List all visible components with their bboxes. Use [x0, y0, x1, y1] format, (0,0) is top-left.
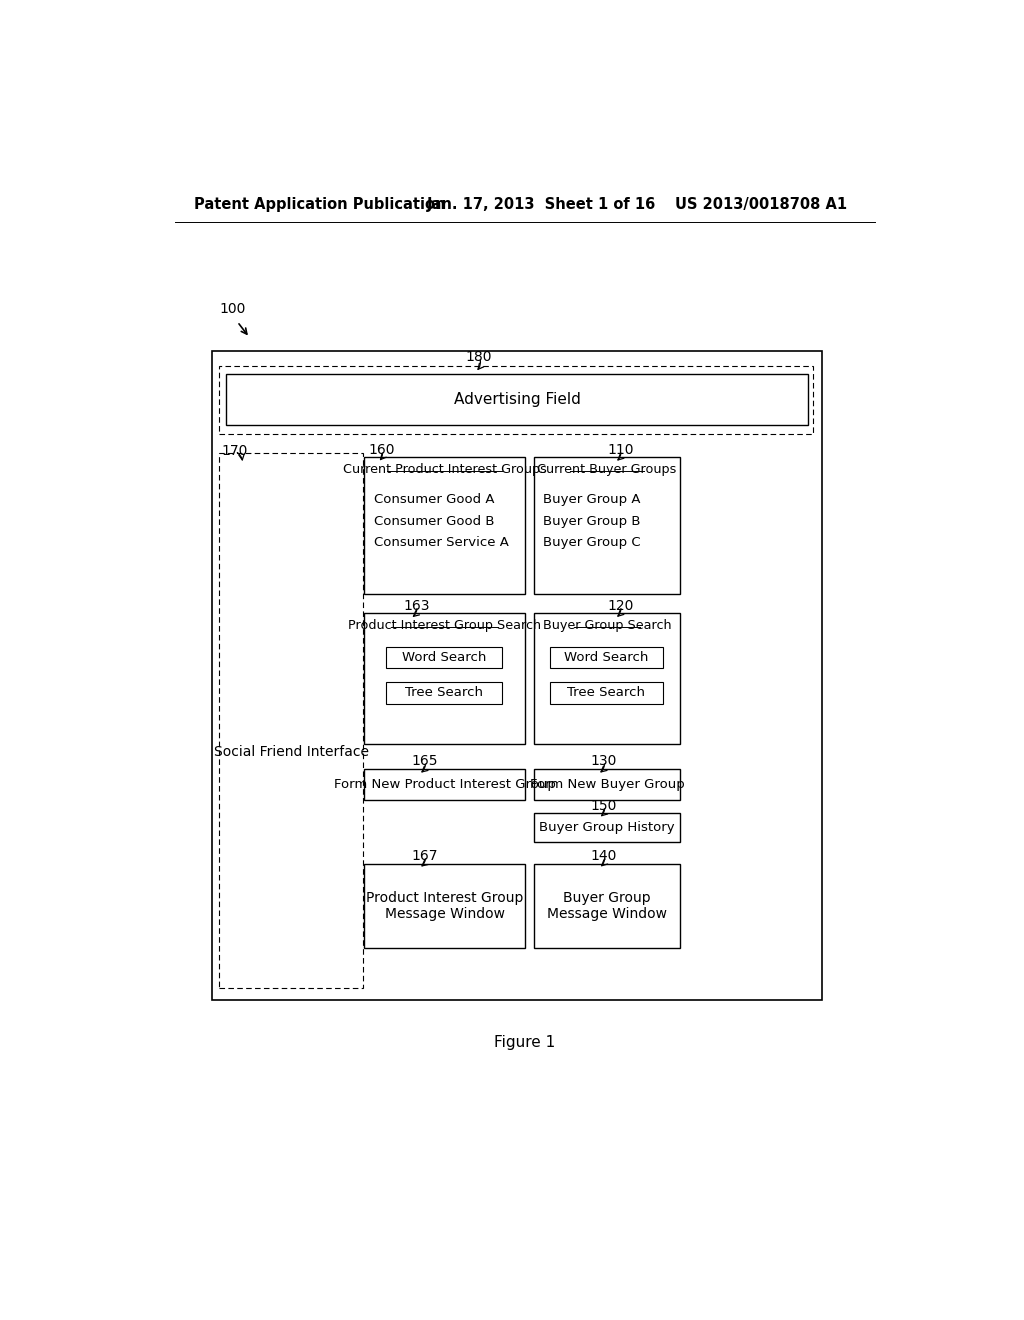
Text: Word Search: Word Search — [564, 651, 648, 664]
Text: 167: 167 — [412, 849, 438, 863]
Bar — [219, 453, 362, 989]
Bar — [550, 647, 663, 668]
Text: Buyer Group History: Buyer Group History — [540, 821, 675, 834]
Text: 180: 180 — [466, 350, 493, 364]
Text: 100: 100 — [219, 302, 246, 317]
Text: Tree Search: Tree Search — [406, 686, 483, 700]
Text: Buyer Group B: Buyer Group B — [544, 515, 641, 528]
Text: 170: 170 — [221, 444, 248, 458]
Text: 140: 140 — [591, 849, 617, 863]
Text: Figure 1: Figure 1 — [495, 1035, 555, 1049]
Text: Advertising Field: Advertising Field — [454, 392, 581, 407]
Text: 150: 150 — [591, 799, 617, 813]
Text: 160: 160 — [369, 444, 394, 457]
Bar — [550, 682, 663, 704]
Text: Social Friend Interface: Social Friend Interface — [214, 744, 369, 759]
Text: 130: 130 — [591, 754, 617, 768]
Text: Form New Product Interest Group: Form New Product Interest Group — [334, 777, 556, 791]
Text: Consumer Good A: Consumer Good A — [374, 492, 495, 506]
Text: Tree Search: Tree Search — [567, 686, 645, 700]
Text: Current Buyer Groups: Current Buyer Groups — [538, 463, 677, 477]
Bar — [365, 612, 524, 743]
Text: Buyer Group A: Buyer Group A — [544, 492, 641, 506]
Bar — [535, 457, 680, 594]
Text: Patent Application Publication: Patent Application Publication — [194, 197, 445, 213]
Text: Consumer Service A: Consumer Service A — [374, 536, 509, 549]
Text: 165: 165 — [412, 754, 438, 768]
Bar — [225, 374, 809, 425]
Bar — [535, 863, 680, 949]
Text: 110: 110 — [607, 444, 634, 457]
Bar — [219, 367, 813, 434]
Bar — [386, 682, 503, 704]
Bar — [386, 647, 503, 668]
Text: 163: 163 — [403, 599, 430, 612]
Text: Product Interest Group Search: Product Interest Group Search — [348, 619, 541, 632]
Bar — [365, 770, 524, 800]
Text: Jan. 17, 2013  Sheet 1 of 16: Jan. 17, 2013 Sheet 1 of 16 — [426, 197, 655, 213]
Text: Word Search: Word Search — [402, 651, 486, 664]
Text: 120: 120 — [607, 599, 633, 612]
Text: Buyer Group C: Buyer Group C — [544, 536, 641, 549]
Bar — [535, 813, 680, 842]
Bar — [535, 770, 680, 800]
Text: Product Interest Group
Message Window: Product Interest Group Message Window — [366, 891, 523, 921]
Bar — [365, 863, 524, 949]
Text: Current Product Interest Groups: Current Product Interest Groups — [343, 463, 547, 477]
Text: Buyer Group Search: Buyer Group Search — [543, 619, 672, 632]
Text: US 2013/0018708 A1: US 2013/0018708 A1 — [675, 197, 847, 213]
Text: Buyer Group
Message Window: Buyer Group Message Window — [547, 891, 667, 921]
Text: Form New Buyer Group: Form New Buyer Group — [529, 777, 684, 791]
Bar — [212, 351, 821, 1001]
Bar — [535, 612, 680, 743]
Text: Consumer Good B: Consumer Good B — [374, 515, 495, 528]
Bar — [365, 457, 524, 594]
